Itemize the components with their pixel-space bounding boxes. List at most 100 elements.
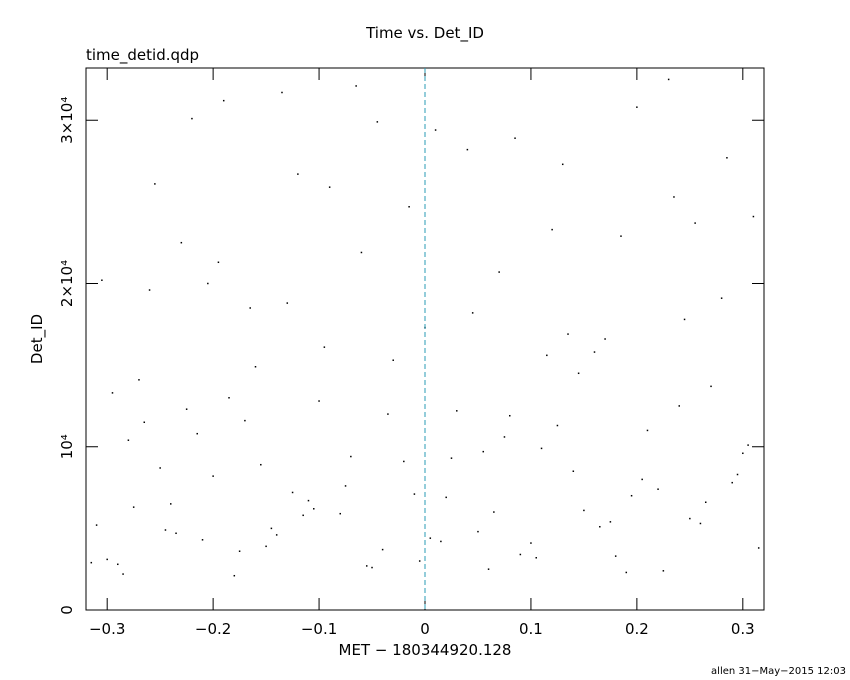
point <box>392 359 394 361</box>
point <box>371 566 373 569</box>
point <box>720 297 723 299</box>
point <box>757 547 760 549</box>
point <box>164 529 167 531</box>
point <box>350 455 352 458</box>
point <box>509 414 511 417</box>
point <box>185 408 188 410</box>
x-tick-label: −0.2 <box>195 620 231 638</box>
x-tick-label: 0 <box>420 620 430 638</box>
point <box>180 241 183 244</box>
point <box>440 540 442 543</box>
point <box>471 312 474 314</box>
point <box>233 574 236 577</box>
point <box>238 550 241 552</box>
point <box>90 561 93 564</box>
point <box>355 85 357 87</box>
point <box>344 485 347 487</box>
point <box>726 157 728 159</box>
point <box>694 222 696 224</box>
point <box>217 261 220 264</box>
y-tick-label: 0 <box>58 605 76 615</box>
point <box>477 530 479 533</box>
point <box>418 560 421 562</box>
point <box>466 148 469 151</box>
point <box>170 503 172 505</box>
point <box>413 493 416 495</box>
point <box>678 405 680 407</box>
point <box>450 457 453 459</box>
point <box>646 429 649 432</box>
point <box>736 473 739 476</box>
point <box>583 509 585 512</box>
point <box>175 532 177 535</box>
point <box>747 444 749 446</box>
point <box>328 186 331 188</box>
point <box>641 478 643 481</box>
point <box>731 481 733 484</box>
point <box>228 397 230 399</box>
point <box>122 573 124 575</box>
point <box>143 421 146 424</box>
point <box>498 271 500 273</box>
point <box>434 129 437 131</box>
point <box>546 354 548 357</box>
point <box>297 173 299 175</box>
point <box>487 568 490 570</box>
point <box>265 545 267 548</box>
point <box>154 183 156 185</box>
point <box>365 565 368 567</box>
point <box>360 251 363 254</box>
point <box>323 346 326 348</box>
point <box>699 522 702 525</box>
x-tick-label: −0.3 <box>89 620 125 638</box>
x-axis-label: MET − 180344920.128 <box>339 641 512 659</box>
point <box>493 511 495 513</box>
point <box>387 413 389 415</box>
point <box>503 436 506 438</box>
point <box>556 424 559 427</box>
point <box>222 99 225 102</box>
point <box>540 447 543 450</box>
point <box>318 400 320 402</box>
point <box>106 558 108 561</box>
point <box>101 279 103 281</box>
point <box>138 379 140 381</box>
point <box>132 506 135 508</box>
point <box>710 385 712 388</box>
point <box>636 106 638 108</box>
point <box>535 557 537 559</box>
point <box>212 475 214 477</box>
point <box>673 196 675 198</box>
point <box>445 496 447 499</box>
point <box>620 235 622 237</box>
point <box>302 514 304 517</box>
point <box>456 410 458 412</box>
point <box>742 452 744 455</box>
point <box>307 499 310 502</box>
point <box>704 501 707 504</box>
point <box>260 463 262 466</box>
point <box>403 460 405 463</box>
footer: allen 31−May−2015 12:03 <box>711 666 846 677</box>
point <box>191 117 193 120</box>
point <box>127 439 130 441</box>
point <box>657 488 659 490</box>
point <box>286 302 289 304</box>
point <box>376 121 379 123</box>
point <box>196 432 198 435</box>
x-tick-label: 0.1 <box>519 620 543 638</box>
x-tick-label: 0.3 <box>731 620 755 638</box>
point <box>313 508 315 510</box>
y-axis-label: Det_ID <box>28 314 47 364</box>
point <box>625 571 628 574</box>
point <box>609 521 612 523</box>
y-tick-label: 3×10⁴ <box>58 97 76 144</box>
point <box>111 392 114 394</box>
y-tick-label: 2×10⁴ <box>58 260 76 307</box>
point <box>408 206 410 208</box>
point <box>561 163 564 166</box>
point <box>201 539 204 541</box>
point <box>117 563 119 566</box>
chart-title: Time vs. Det_ID <box>365 24 484 43</box>
